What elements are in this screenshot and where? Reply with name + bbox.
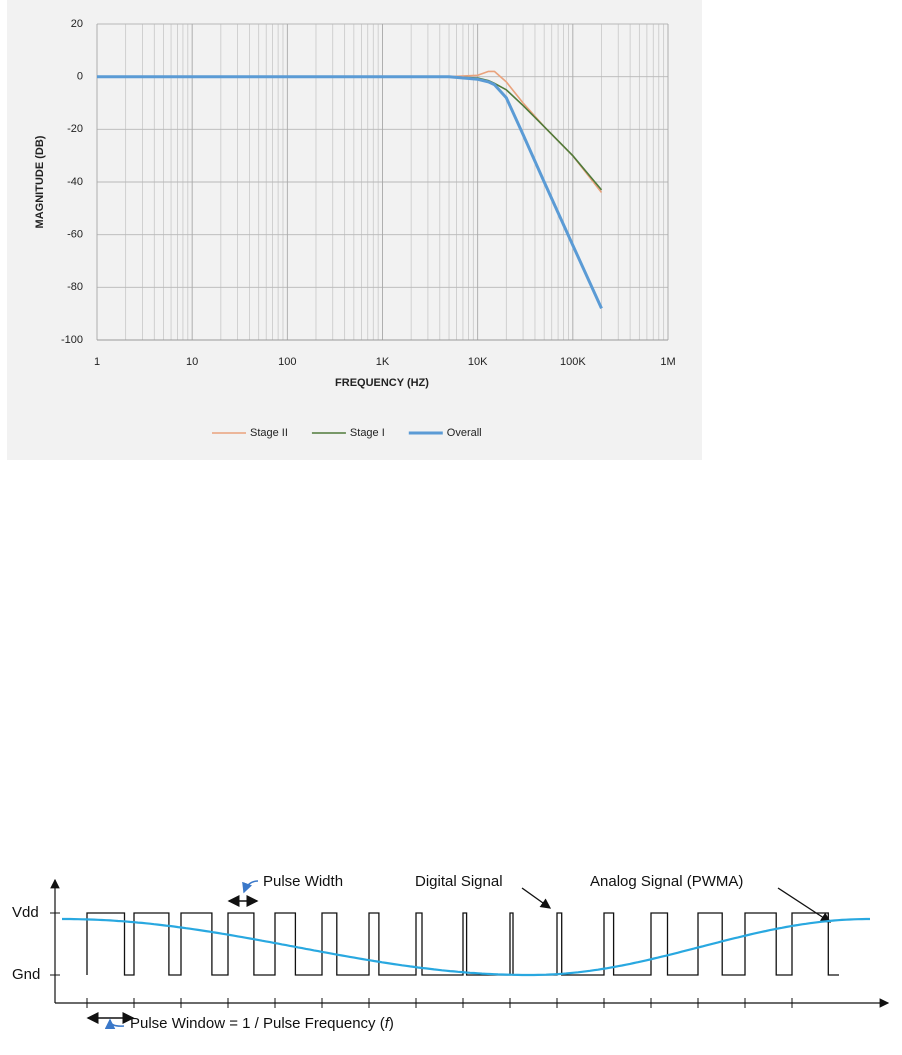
- series-line: [97, 75, 603, 310]
- chart-background: [7, 0, 702, 460]
- y-tick-label: 0: [77, 71, 83, 83]
- legend-label: Stage II: [250, 427, 288, 439]
- x-tick-label: 10: [186, 356, 198, 368]
- y-tick-label: -80: [67, 281, 83, 293]
- legend-label: Stage I: [350, 427, 385, 439]
- y-tick-label: -40: [67, 176, 83, 188]
- pulse-window-symbol: f: [385, 1015, 391, 1032]
- x-tick-label: 1K: [376, 356, 390, 368]
- analog-signal-pointer: [777, 887, 832, 923]
- digital-signal-label: Digital Signal: [415, 873, 503, 890]
- pulse-width-pointer: [242, 880, 259, 894]
- x-axis-title: FREQUENCY (HZ): [335, 377, 429, 389]
- y-tick-label: -60: [67, 229, 83, 241]
- analog-signal: [62, 917, 870, 977]
- vdd-label: Vdd: [12, 904, 39, 921]
- pulse-window-text: Pulse Window = 1 / Pulse Frequency (: [130, 1015, 385, 1032]
- y-tick-label: -20: [67, 123, 83, 135]
- analog-signal-label: Analog Signal (PWMA): [590, 873, 743, 890]
- pwm-diagram: Vdd Gnd Pulse Width Digital Signal Analo…: [12, 873, 890, 1032]
- digital-signal: [86, 912, 839, 976]
- x-tick-label: 100K: [560, 356, 586, 368]
- x-tick-label: 10K: [468, 356, 488, 368]
- legend-label: Overall: [447, 427, 482, 439]
- chart: MAGNITUDE (DB) FREQUENCY (HZ) -100 -80 -60…: [7, 0, 702, 460]
- pulse-window-label: Pulse Window = 1 / Pulse Frequency (f): [130, 1015, 394, 1032]
- gnd-label: Gnd: [12, 966, 40, 983]
- x-tick-label: 100: [278, 356, 296, 368]
- x-tick-label: 1: [94, 356, 100, 368]
- pulse-window-pointer: [104, 1018, 125, 1030]
- y-axis-title: MAGNITUDE (DB): [34, 135, 46, 228]
- x-tick-label: 1M: [660, 356, 675, 368]
- pulse-window-close: ): [389, 1015, 394, 1032]
- y-tick-label: 20: [71, 18, 83, 30]
- digital-signal-pointer: [521, 887, 552, 909]
- y-tick-label: -100: [61, 334, 83, 346]
- pulse-width-label: Pulse Width: [263, 873, 343, 890]
